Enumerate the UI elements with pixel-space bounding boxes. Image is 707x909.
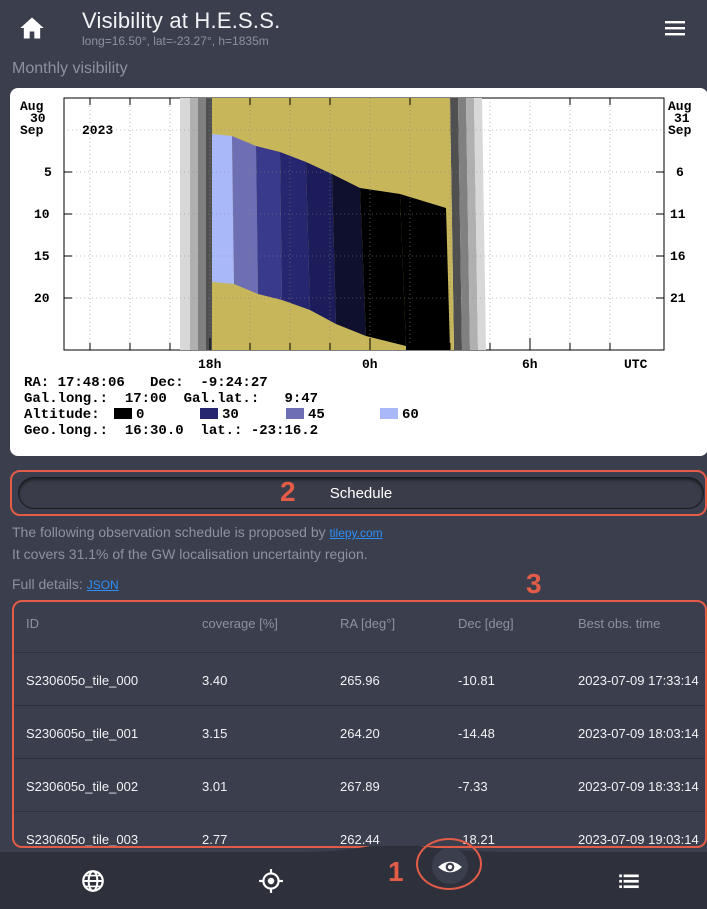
altitude-legend-label: Altitude: <box>24 407 100 423</box>
annotation-label-1: 1 <box>388 856 404 887</box>
bottom-navigation <box>0 838 707 909</box>
home-icon[interactable] <box>18 14 46 42</box>
altitude-level: 30 <box>222 407 239 423</box>
coverage-info-line: It covers 31.1% of the GW localisation u… <box>12 546 368 562</box>
cell-best-time: 2023-07-09 18:03:14 <box>578 726 699 741</box>
altitude-swatch-45 <box>286 408 304 419</box>
table-row[interactable]: S230605o_tile_000 3.40 265.96 -10.81 202… <box>14 652 705 706</box>
geo-line: Geo.long.: 16:30.0 lat.: -23:16.2 <box>24 423 318 439</box>
col-header-ra[interactable]: RA [deg°] <box>340 616 396 631</box>
right-month-bottom: Sep <box>668 123 692 138</box>
tilepy-link[interactable]: tilepy.com <box>329 526 383 540</box>
schedule-button[interactable]: Schedule <box>18 477 704 509</box>
left-month-bottom: Sep <box>20 123 44 138</box>
right-day-label: 16 <box>670 249 686 264</box>
left-day-top: 30 <box>30 111 46 126</box>
altitude-level: 45 <box>308 407 325 423</box>
section-title: Monthly visibility <box>12 60 128 77</box>
left-day-label: 20 <box>34 291 50 306</box>
cell-dec: -7.33 <box>458 779 488 794</box>
cell-ra: 267.89 <box>340 779 380 794</box>
x-tick-label: UTC <box>624 357 648 372</box>
right-day-label: 21 <box>670 291 686 306</box>
right-day-top: 31 <box>674 111 690 126</box>
cell-ra: 265.96 <box>340 673 380 688</box>
table-row[interactable]: S230605o_tile_001 3.15 264.20 -14.48 202… <box>14 705 705 759</box>
globe-icon[interactable] <box>80 868 106 894</box>
right-day-label: 11 <box>670 207 686 222</box>
x-tick-label: 18h <box>198 357 222 372</box>
cell-id: S230605o_tile_003 <box>26 832 139 847</box>
page-title: Visibility at H.E.S.S. <box>82 8 281 33</box>
chart-year: 2023 <box>82 123 113 138</box>
col-header-dec[interactable]: Dec [deg] <box>458 616 514 631</box>
schedule-info-line: The following observation schedule is pr… <box>12 524 383 540</box>
left-month-top: Aug <box>20 99 44 114</box>
annotation-label-2: 2 <box>280 476 296 507</box>
right-month-top: Aug <box>668 99 692 114</box>
list-icon[interactable] <box>616 868 642 894</box>
cell-coverage: 3.15 <box>202 726 228 741</box>
cell-best-time: 2023-07-09 17:33:14 <box>578 673 699 688</box>
annotation-box-2 <box>10 470 707 516</box>
cell-id: S230605o_tile_001 <box>26 726 139 741</box>
cell-dec: -14.48 <box>458 726 495 741</box>
schedule-info-text: The following observation schedule is pr… <box>12 524 330 540</box>
cell-coverage: 3.40 <box>202 673 228 688</box>
altitude-swatch-30 <box>200 408 218 419</box>
menu-icon[interactable] <box>663 18 687 38</box>
nav-curve <box>0 846 707 866</box>
x-tick-label: 0h <box>362 357 378 372</box>
annotation-circle-1 <box>416 838 482 890</box>
app-header: Visibility at H.E.S.S. long=16.50°, lat=… <box>0 0 707 56</box>
cell-id: S230605o_tile_002 <box>26 779 139 794</box>
x-tick-label: 6h <box>522 357 538 372</box>
schedule-table: ID coverage [%] RA [deg°] Dec [deg] Best… <box>12 600 707 848</box>
full-details-label: Full details: <box>12 576 87 592</box>
cell-ra: 262.44 <box>340 832 380 847</box>
altitude-level: 60 <box>402 407 419 423</box>
json-link[interactable]: JSON <box>86 578 119 592</box>
col-header-id[interactable]: ID <box>26 616 39 631</box>
left-day-label: 15 <box>34 249 50 264</box>
site-coordinates: long=16.50°, lat=-23.27°, h=1835m <box>82 34 269 48</box>
left-day-label: 10 <box>34 207 50 222</box>
table-row[interactable]: S230605o_tile_002 3.01 267.89 -7.33 2023… <box>14 758 705 812</box>
monthly-visibility-chart: Aug 30 Sep 2023 5 10 15 20 Aug 31 Sep 6 … <box>10 88 707 456</box>
cell-dec: -10.81 <box>458 673 495 688</box>
galactic-line: Gal.long.: 17:00 Gal.lat.: 9:47 <box>24 391 318 407</box>
cell-best-time: 2023-07-09 18:33:14 <box>578 779 699 794</box>
col-header-best-time[interactable]: Best obs. time <box>578 616 661 631</box>
cell-coverage: 3.01 <box>202 779 228 794</box>
cell-best-time: 2023-07-09 19:03:14 <box>578 832 699 847</box>
annotation-label-3: 3 <box>526 568 542 599</box>
table-row[interactable]: S230605o_tile_003 2.77 262.44 -18.21 202… <box>14 811 705 847</box>
table-header: ID coverage [%] RA [deg°] Dec [deg] Best… <box>14 602 705 652</box>
full-details-line: Full details: JSON <box>12 576 119 592</box>
eye-icon[interactable] <box>437 854 463 880</box>
altitude-swatch-0 <box>114 408 132 419</box>
ra-dec-line: RA: 17:48:06 Dec: -9:24:27 <box>24 375 268 391</box>
cell-ra: 264.20 <box>340 726 380 741</box>
target-icon[interactable] <box>258 868 284 894</box>
col-header-coverage[interactable]: coverage [%] <box>202 616 278 631</box>
visibility-plot: Aug 30 Sep 2023 5 10 15 20 Aug 31 Sep 6 … <box>20 97 692 439</box>
left-day-label: 5 <box>44 165 52 180</box>
right-day-label: 6 <box>676 165 684 180</box>
cell-id: S230605o_tile_000 <box>26 673 139 688</box>
altitude-level: 0 <box>136 407 144 423</box>
altitude-swatch-60 <box>380 408 398 419</box>
cell-coverage: 2.77 <box>202 832 228 847</box>
